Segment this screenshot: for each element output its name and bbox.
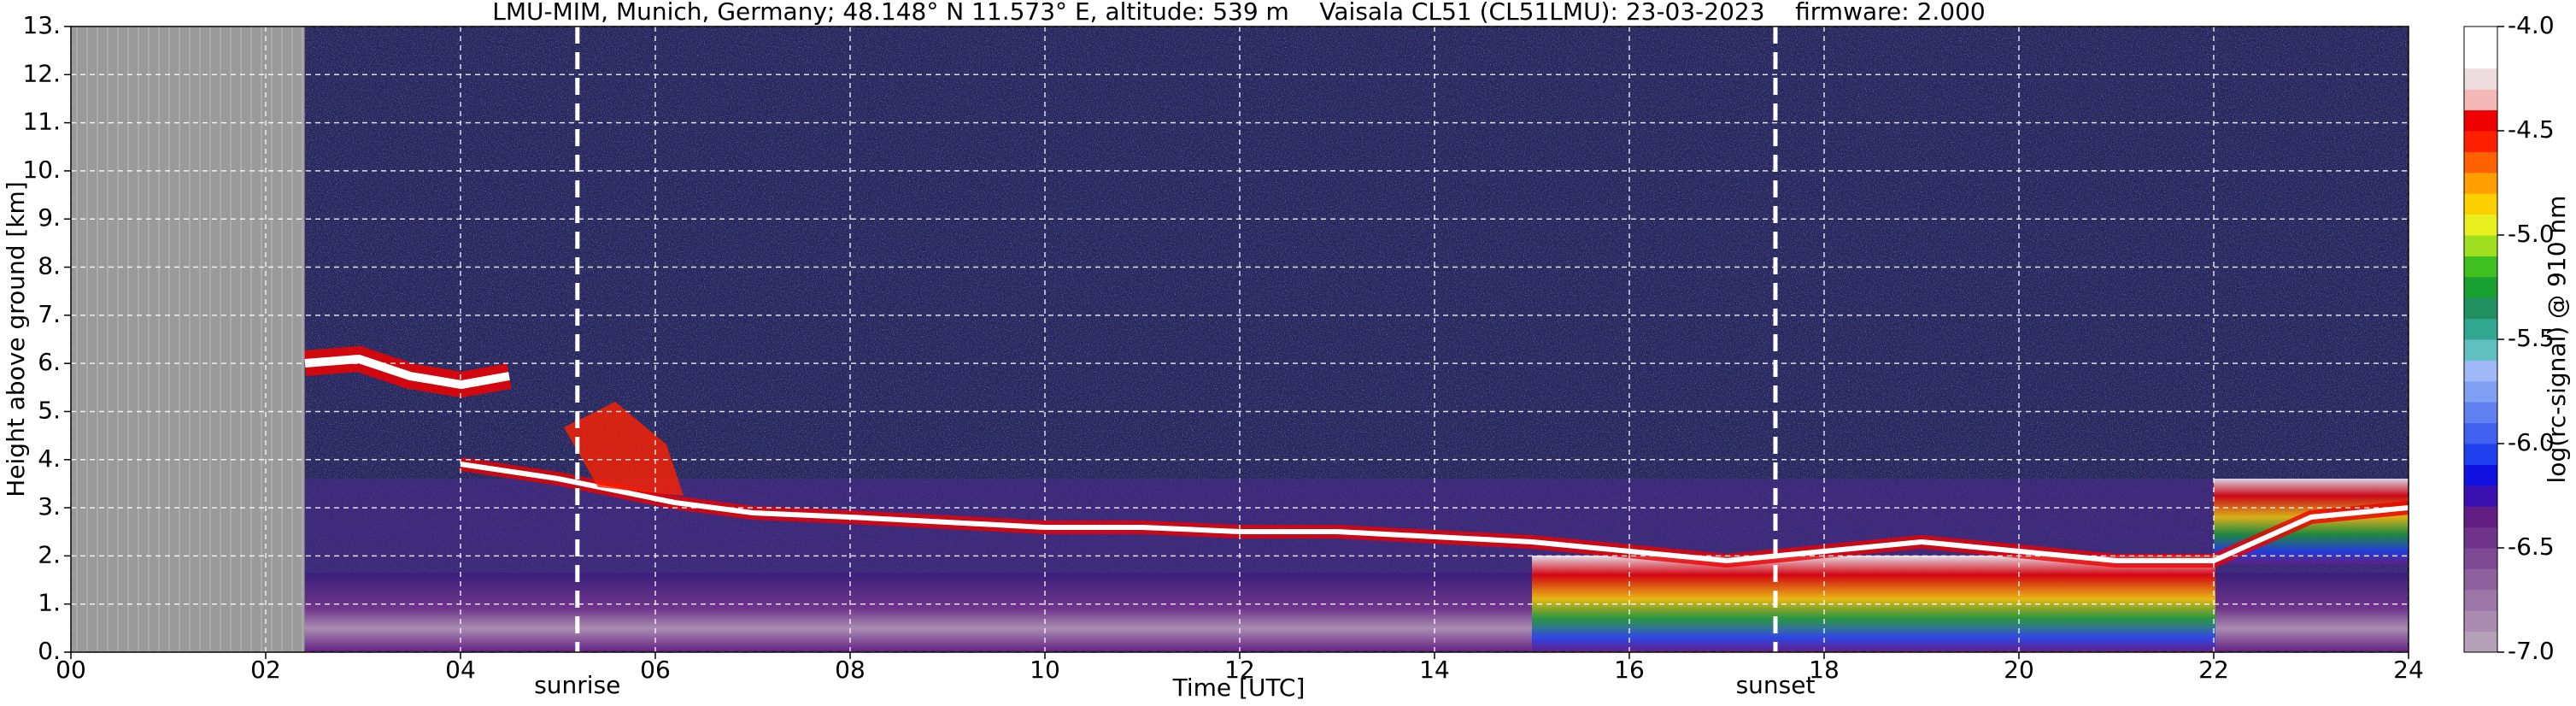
colorbar-segment — [2464, 589, 2497, 611]
y-axis-label: Height above ground [km] — [2, 181, 30, 497]
colorbar-segment — [2464, 422, 2497, 444]
y-tick-label: 13. — [22, 11, 61, 39]
colorbar-segment — [2464, 276, 2497, 298]
x-tick-label: 02 — [250, 656, 281, 684]
annotation-label: sunset — [1736, 671, 1816, 699]
missing-data — [71, 26, 305, 652]
x-tick-label: 00 — [56, 656, 86, 684]
colorbar-segment — [2464, 193, 2497, 215]
x-tick-label: 04 — [445, 656, 476, 684]
colorbar-tick-label: -4.5 — [2508, 115, 2555, 144]
colorbar-segment — [2464, 380, 2497, 403]
colorbar-segment — [2464, 89, 2497, 111]
colorbar-segment — [2464, 444, 2497, 465]
x-tick-label: 10 — [1030, 656, 1060, 684]
y-tick-label: 5. — [38, 396, 61, 424]
annotation-label: sunrise — [534, 671, 620, 699]
colorbar-segment — [2464, 568, 2497, 591]
colorbar-segment — [2464, 527, 2497, 549]
colorbar-tick-label: -5.5 — [2508, 324, 2555, 352]
colorbar-segment — [2464, 235, 2497, 256]
x-tick-label: 06 — [640, 656, 671, 684]
colorbar-segment — [2464, 631, 2497, 653]
chart-title: LMU-MIM, Munich, Germany; 48.148° N 11.5… — [492, 0, 1986, 26]
x-tick-label: 12 — [1224, 656, 1255, 684]
colorbar-tick-label: -4.0 — [2508, 11, 2555, 39]
colorbar-segment — [2464, 68, 2497, 90]
y-tick-label: 9. — [38, 203, 61, 232]
overlay — [70, 26, 2409, 653]
y-tick-label: 4. — [38, 444, 61, 473]
colorbar-segment — [2464, 402, 2497, 424]
y-tick-label: 3. — [38, 492, 61, 521]
colorbar-segment — [2464, 131, 2497, 152]
y-tick-label: 0. — [38, 637, 61, 665]
x-tick-label: 20 — [2004, 656, 2034, 684]
y-tick-label: 1. — [38, 589, 61, 617]
colorbar-segment — [2464, 506, 2497, 528]
colorbar-tick-label: -5.0 — [2508, 220, 2555, 248]
colorbar-segment — [2464, 610, 2497, 632]
colorbar-segment — [2464, 172, 2497, 194]
cloud-patch — [564, 402, 684, 496]
colorbar-segment — [2464, 214, 2497, 236]
high-cloud-core — [304, 354, 510, 390]
y-tick-label: 6. — [38, 348, 61, 376]
y-tick-label: 2. — [38, 540, 61, 568]
colorbar-segment — [2464, 485, 2497, 507]
colorbar-frame — [2463, 26, 2498, 653]
y-tick-label: 10. — [22, 156, 61, 184]
y-tick-label: 11. — [22, 108, 61, 136]
colorbar-segment — [2464, 47, 2497, 69]
colorbar-segment — [2464, 548, 2497, 569]
colorbar-tick-label: -7.0 — [2508, 637, 2555, 665]
colorbar-segment — [2464, 318, 2497, 340]
colorbar-segment — [2464, 339, 2497, 361]
colorbar-segment — [2464, 360, 2497, 382]
y-tick-label: 7. — [38, 300, 61, 328]
y-tick-label: 8. — [38, 252, 61, 280]
colorbar-tick-label: -6.5 — [2508, 532, 2555, 561]
x-tick-label: 16 — [1614, 656, 1645, 684]
colorbar-segment — [2464, 109, 2497, 132]
x-tick-label: 14 — [1419, 656, 1450, 684]
x-tick-label: 18 — [1809, 656, 1840, 684]
colorbar-tick-label: -6.0 — [2508, 428, 2555, 456]
x-tick-label: 24 — [2393, 656, 2424, 684]
colorbar-segment — [2464, 26, 2497, 48]
colorbar-segment — [2464, 464, 2497, 486]
y-tick-label: 12. — [22, 59, 61, 87]
colorbar-segment — [2464, 256, 2497, 278]
x-tick-label: 08 — [835, 656, 866, 684]
x-axis-label: Time [UTC] — [1172, 674, 1306, 702]
colorbar-segment — [2464, 151, 2497, 174]
colorbar-segment — [2464, 297, 2497, 320]
x-tick-label: 22 — [2198, 656, 2229, 684]
colorbar-label: log(rc-signal) @ 910 nm — [2543, 196, 2571, 484]
